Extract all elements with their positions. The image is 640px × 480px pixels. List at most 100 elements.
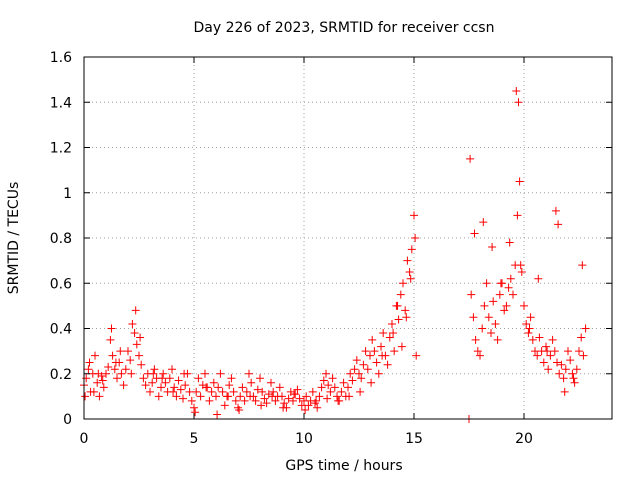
data-point [207,387,216,396]
data-point [205,396,214,405]
data-point [293,385,302,394]
data-point [231,396,240,405]
data-point [328,374,337,383]
data-point [269,387,278,396]
y-tick-label: 1 [63,186,72,202]
data-point [569,374,578,383]
data-point [533,351,542,360]
data-point [469,313,478,322]
data-point [127,369,136,378]
y-tick-label: 1.4 [50,95,72,111]
data-point [578,261,587,270]
data-point [227,374,236,383]
data-point [368,335,377,344]
data-point [172,392,181,401]
data-point [240,396,249,405]
data-point [399,279,407,288]
data-point [480,301,489,310]
data-point [132,340,141,349]
data-point [194,374,203,383]
data-point [487,329,495,338]
data-point [196,392,205,401]
data-point [312,396,321,405]
data-point [405,267,414,276]
data-point [471,335,480,344]
data-point [374,369,383,378]
data-point [106,335,115,344]
data-point [313,403,322,412]
y-axis-label: SRMTID / TECUs [6,182,22,295]
data-point [377,342,385,351]
data-point [516,261,525,270]
x-axis-label: GPS time / hours [285,458,402,474]
data-point [84,365,93,374]
data-point [476,351,484,360]
data-point [176,385,185,394]
data-point [146,387,154,396]
data-point [339,378,348,387]
data-point [401,306,410,315]
data-point [253,385,262,394]
data-point [524,329,533,338]
data-point [525,324,534,333]
data-point [209,378,218,387]
data-point [317,383,326,392]
data-point [161,378,170,387]
data-point [165,374,174,383]
data-point [550,347,559,356]
data-point [403,256,412,265]
data-point [542,342,550,351]
data-point [202,383,211,392]
data-point [137,360,146,369]
data-point [81,392,90,401]
y-tick-label: 0 [63,412,72,428]
data-point [224,392,233,401]
data-point [581,324,590,333]
data-point [488,243,497,252]
data-point [295,394,304,403]
data-point [393,301,402,310]
data-point [245,369,253,378]
data-point [229,387,238,396]
data-point [561,365,570,374]
data-point [406,274,415,283]
data-point [495,290,504,299]
data-point [522,319,531,328]
data-point [385,333,394,342]
data-point [174,376,183,385]
data-point [568,369,577,378]
data-point [121,365,130,374]
data-point [179,394,187,403]
data-point [267,378,275,387]
data-point [94,369,103,378]
data-point [520,301,528,310]
data-point [322,369,330,378]
data-point [235,405,244,414]
data-point [397,342,406,351]
data-point [326,387,335,396]
data-point [479,218,488,227]
data-point [515,177,524,186]
data-point [390,347,399,356]
data-point [357,374,366,383]
data-point [201,369,209,378]
chart-title: Day 226 of 2023, SRMTID for receiver ccs… [194,20,495,36]
data-point [579,351,588,360]
data-point [242,387,251,396]
data-point [236,392,245,401]
data-point [500,306,509,315]
axis-ticks [83,56,612,420]
data-point [247,378,256,387]
data-point [278,392,286,401]
x-tick-label: 0 [80,431,89,447]
data-point [128,319,137,328]
data-point [116,347,125,356]
data-point [113,374,121,383]
data-point [102,369,110,378]
data-point [557,360,566,369]
y-tick-label: 1.6 [50,50,72,66]
data-point [159,369,168,378]
data-point [535,333,544,342]
data-point [220,401,229,410]
data-point [466,154,475,163]
